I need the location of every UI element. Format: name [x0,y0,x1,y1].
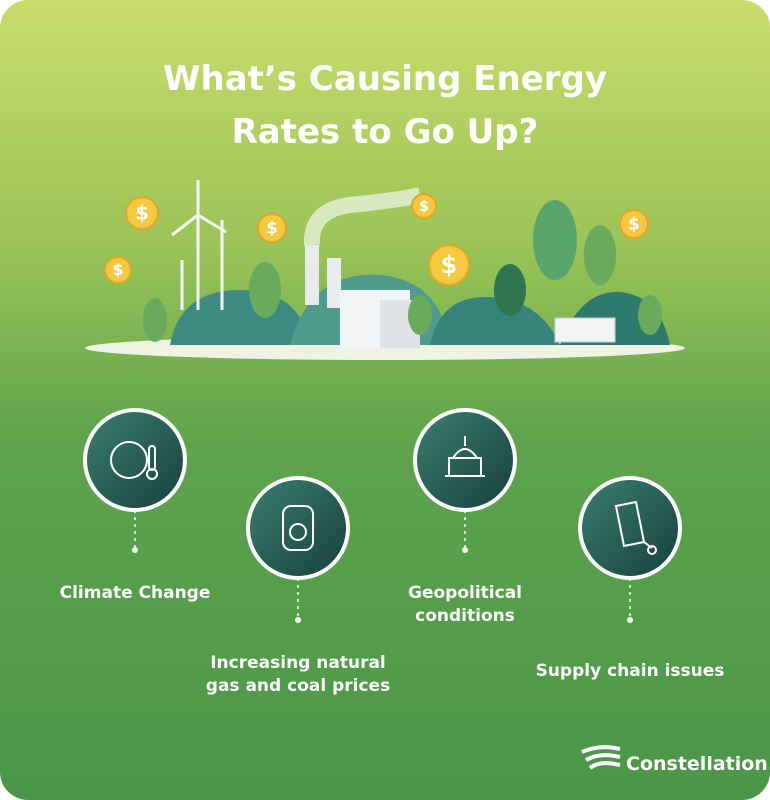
logo-mark [585,753,621,762]
reason-label: gas and coal prices [206,676,390,696]
connector-dot [462,547,468,553]
coin [125,196,159,230]
icon-circle [578,476,682,580]
icon [110,441,148,479]
coin-symbol: $ [441,251,458,279]
brand-logo: Constellation. [581,745,770,775]
logo-mark [588,761,621,770]
reason-label: conditions [415,606,515,626]
brand-name: Constellation. [626,753,770,775]
illustration [85,180,685,360]
icon [647,545,657,555]
icon [282,505,314,551]
connector-dot [295,617,301,623]
coin [428,244,470,286]
icon-circle [246,476,350,580]
reason-label: Climate Change [60,583,211,603]
coin [411,193,437,219]
reason-label: Geopolitical [408,583,522,603]
icon-circle [83,408,187,512]
reason-item: Climate Change [60,408,211,603]
title-line: Rates to Go Up? [232,112,539,152]
reason-item: Supply chain issues [536,476,725,681]
coin [619,209,649,239]
coin [257,213,287,243]
coin [104,256,132,284]
coin-symbol: $ [628,214,640,234]
coin-symbol: $ [266,218,278,238]
connector-dot [627,617,633,623]
coin-symbol: $ [419,199,429,215]
icon-circle [413,408,517,512]
icon [146,468,158,480]
reason-label: Supply chain issues [536,661,725,681]
logo-mark [581,745,621,754]
reason-item: Increasing natural gas and coal prices [206,476,390,696]
title-line: What’s Causing Energy [163,59,607,99]
icon [289,523,307,541]
connector-dot [132,547,138,553]
coin-symbol: $ [135,201,148,224]
icon [445,436,485,477]
coin-symbol: $ [113,261,124,279]
reason-item: Geopolitical conditions [408,408,522,626]
reason-label: Increasing natural [210,653,386,673]
